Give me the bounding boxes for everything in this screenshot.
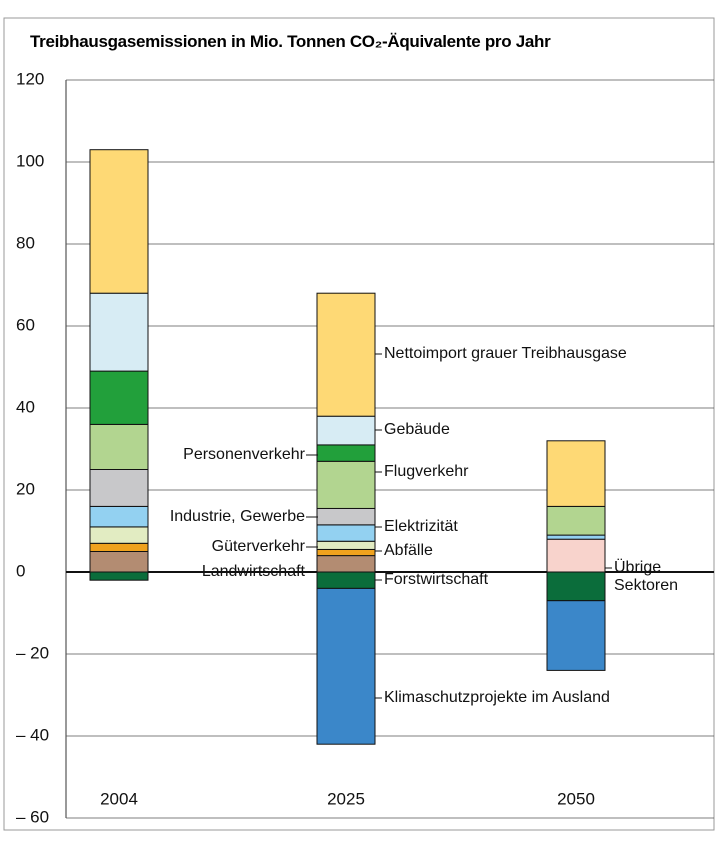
bar-segment bbox=[546, 440, 606, 507]
legend-label: Gebäude bbox=[384, 421, 450, 438]
legend-label: Nettoimport grauer Treibhausgase bbox=[384, 345, 627, 362]
y-tick-label: 0 bbox=[16, 561, 25, 580]
bar-segment bbox=[546, 571, 606, 602]
y-tick-label: 40 bbox=[16, 397, 35, 416]
legend-label: Forstwirtschaft bbox=[384, 571, 489, 588]
bar-segment bbox=[316, 540, 376, 550]
bar-segment bbox=[89, 526, 149, 544]
bar-segment bbox=[316, 507, 376, 526]
x-tick-label: 2050 bbox=[557, 789, 595, 808]
bar-segment bbox=[89, 505, 149, 528]
x-tick-label: 2025 bbox=[327, 789, 365, 808]
bar-segment bbox=[89, 292, 149, 372]
legend-label: Elektrizität bbox=[384, 518, 458, 535]
bar-segment bbox=[316, 444, 376, 462]
bar-segment bbox=[89, 571, 149, 581]
bar-segment bbox=[316, 415, 376, 446]
y-tick-label: – 60 bbox=[16, 807, 49, 826]
bar-segment bbox=[546, 505, 606, 536]
bar-segment bbox=[89, 469, 149, 507]
legend-label: Personenverkehr bbox=[183, 446, 305, 463]
bar-segment bbox=[546, 538, 606, 573]
bar-segment bbox=[316, 555, 376, 573]
legend-label: Landwirtschaft bbox=[201, 563, 305, 580]
bar-segment bbox=[316, 524, 376, 542]
bar-segment bbox=[316, 548, 376, 557]
bar-segment bbox=[316, 571, 376, 589]
y-tick-label: – 40 bbox=[16, 725, 49, 744]
bar-segment bbox=[89, 551, 149, 573]
legend-label: Flugverkehr bbox=[384, 463, 469, 480]
y-tick-label: 60 bbox=[16, 315, 35, 334]
legend-label: Abfälle bbox=[384, 542, 433, 559]
legend-label: Güterverkehr bbox=[211, 538, 305, 555]
y-tick-label: – 20 bbox=[16, 643, 49, 662]
bar-segment bbox=[89, 149, 149, 294]
chart-title: Treibhausgasemissionen in Mio. Tonnen CO… bbox=[30, 32, 551, 51]
legend-label: Übrige Sektoren bbox=[614, 559, 679, 594]
legend-label: Industrie, Gewerbe bbox=[169, 508, 305, 525]
bar-segment bbox=[316, 587, 376, 745]
y-tick-label: 20 bbox=[16, 479, 35, 498]
legend-label: Klimaschutzprojekte im Ausland bbox=[384, 689, 610, 706]
bar-segment bbox=[546, 534, 606, 540]
bar-segment bbox=[89, 542, 149, 552]
y-tick-label: 120 bbox=[16, 69, 44, 88]
y-tick-label: 80 bbox=[16, 233, 35, 252]
bar-segment bbox=[546, 600, 606, 671]
frame bbox=[3, 17, 715, 831]
bar-segment bbox=[316, 460, 376, 509]
bar-segment bbox=[89, 423, 149, 470]
bar-segment bbox=[316, 292, 376, 417]
x-tick-label: 2004 bbox=[100, 789, 138, 808]
y-tick-label: 100 bbox=[16, 151, 44, 170]
bar-segment bbox=[89, 370, 149, 425]
